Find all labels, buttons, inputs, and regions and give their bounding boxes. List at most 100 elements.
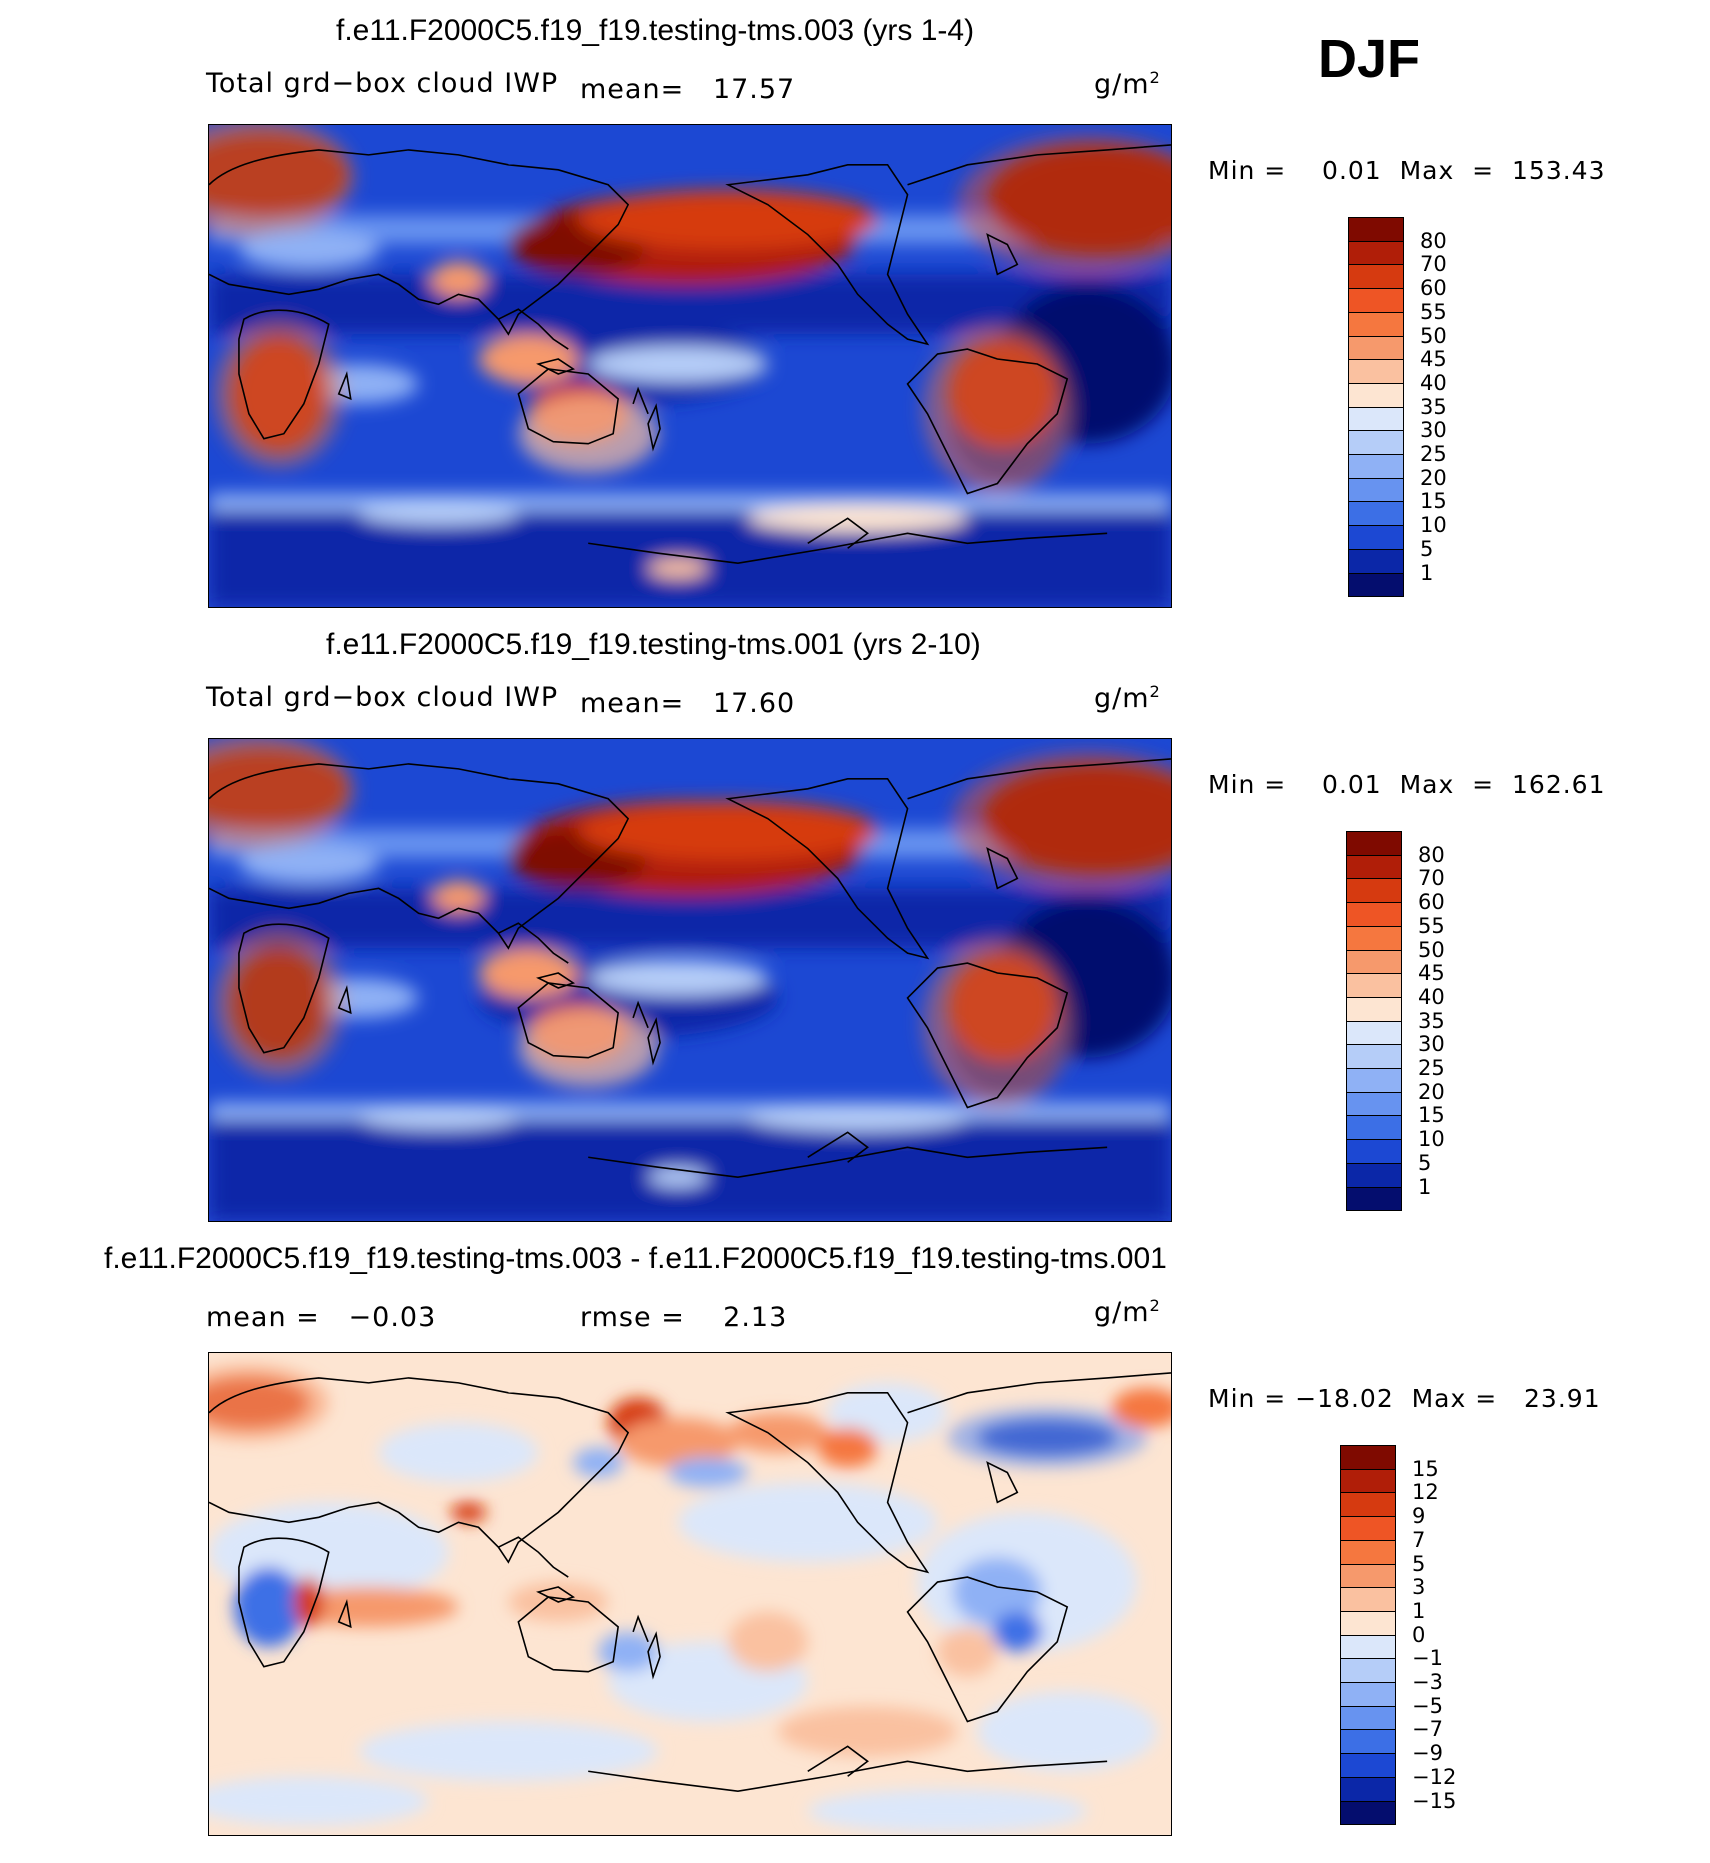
- panel-title: f.e11.F2000C5.f19_f19.testing-tms.003 - …: [104, 1242, 1167, 1275]
- colorbar-tick-label: 70: [1418, 866, 1445, 891]
- colorbar-tick-label: −1: [1412, 1646, 1443, 1671]
- colorbar-tick-label: 1: [1420, 560, 1434, 585]
- colorbar-tick-label: −15: [1412, 1788, 1457, 1813]
- colorbar-swatch: [1340, 1776, 1396, 1802]
- colorbar-tick-label: 60: [1420, 276, 1447, 301]
- colorbar-tick-label: 3: [1412, 1575, 1426, 1600]
- variable-label: Total grd−box cloud IWP: [206, 68, 559, 99]
- colorbar-swatch: [1340, 1634, 1396, 1660]
- colorbar-swatch: [1346, 996, 1402, 1022]
- colorbar-swatch: [1348, 477, 1404, 503]
- colorbar-swatch: [1348, 406, 1404, 432]
- units-label: g/m2: [1094, 1296, 1161, 1328]
- variable-label: Total grd−box cloud IWP: [206, 682, 559, 713]
- colorbar-3: 15 12 9 7 5 3 1 0 −1 −3 −5 −7 −9 −12 −15: [1340, 1445, 1460, 1826]
- colorbar-tick-label: 50: [1418, 937, 1445, 962]
- colorbar-swatch: [1340, 1445, 1396, 1470]
- colorbar-tick-label: 20: [1420, 465, 1447, 490]
- colorbar-tick-label: −7: [1412, 1717, 1443, 1742]
- coastlines: [209, 758, 1171, 1178]
- colorbar-swatch: [1348, 548, 1404, 574]
- colorbar-tick-label: 12: [1412, 1480, 1439, 1505]
- colorbar-swatch: [1348, 430, 1404, 455]
- colorbar-swatch: [1340, 1563, 1396, 1589]
- colorbar-swatch: [1340, 1539, 1396, 1565]
- colorbar-tick-label: 25: [1418, 1056, 1445, 1080]
- map-panel-3: [208, 1352, 1172, 1836]
- colorbar-tick-label: 30: [1418, 1032, 1445, 1057]
- colorbar-tick-label: 9: [1412, 1504, 1426, 1529]
- colorbar-tick-label: 25: [1420, 442, 1447, 466]
- colorbar-swatch: [1340, 1610, 1396, 1636]
- colorbar-tick-label: 45: [1420, 347, 1447, 372]
- mean-stat: mean = −0.03: [206, 1302, 437, 1333]
- colorbar-swatch: [1348, 572, 1404, 598]
- colorbar-swatch: [1346, 949, 1402, 975]
- min-max-stat: Min = 0.01 Max = 153.43: [1208, 156, 1606, 185]
- colorbar-swatch: [1340, 1658, 1396, 1683]
- colorbar-tick-label: 35: [1418, 1008, 1445, 1033]
- colorbar-tick-label: 1: [1412, 1598, 1426, 1623]
- colorbar-tick-label: 10: [1418, 1127, 1445, 1152]
- colorbar-swatch: [1348, 311, 1404, 337]
- colorbar-swatch: [1348, 382, 1404, 408]
- colorbar-tick-label: 5: [1418, 1150, 1432, 1175]
- colorbar-swatch: [1340, 1753, 1396, 1778]
- colorbar-1: 80 70 60 55 50 45 40 35 30 25 20 15 10 5 1: [1348, 217, 1468, 598]
- colorbar-tick-label: 60: [1418, 890, 1445, 915]
- colorbar-tick-label: −3: [1412, 1670, 1443, 1694]
- colorbar-tick-label: 15: [1418, 1103, 1445, 1128]
- colorbar-tick-label: −5: [1412, 1693, 1443, 1718]
- colorbar-tick-label: 40: [1418, 984, 1445, 1009]
- colorbar-swatch: [1346, 878, 1402, 904]
- field-map: [209, 739, 1171, 1221]
- map-panel-1: [208, 124, 1172, 608]
- colorbar-swatch: [1346, 902, 1402, 927]
- colorbar-swatch: [1340, 1492, 1396, 1518]
- colorbar-tick-label: 40: [1420, 370, 1447, 395]
- coastlines: [209, 1372, 1171, 1792]
- colorbar-tick-label: −9: [1412, 1741, 1443, 1766]
- colorbar-2: 80 70 60 55 50 45 40 35 30 25 20 15 10 5 1: [1346, 831, 1466, 1212]
- colorbar-tick-label: 20: [1418, 1079, 1445, 1104]
- colorbar-swatch: [1348, 288, 1404, 313]
- colorbar-tick-label: 70: [1420, 252, 1447, 277]
- colorbar-swatch: [1348, 501, 1404, 527]
- colorbar-swatch: [1348, 335, 1404, 361]
- colorbar-tick-label: 55: [1418, 913, 1445, 938]
- season-label: DJF: [1318, 29, 1421, 89]
- colorbar-swatch: [1340, 1516, 1396, 1541]
- colorbar-tick-label: 55: [1420, 299, 1447, 324]
- colorbar-swatch: [1346, 973, 1402, 998]
- colorbar-swatch: [1340, 1468, 1396, 1494]
- colorbar-swatch: [1340, 1729, 1396, 1755]
- mean-stat: mean= 17.60: [580, 688, 796, 719]
- min-max-stat: Min = 0.01 Max = 162.61: [1208, 770, 1606, 799]
- colorbar-swatch: [1348, 359, 1404, 384]
- colorbar-swatch: [1346, 1091, 1402, 1117]
- colorbar-swatch: [1340, 1705, 1396, 1731]
- colorbar-swatch: [1346, 831, 1402, 856]
- colorbar-tick-label: 50: [1420, 323, 1447, 348]
- colorbar-tick-label: 35: [1420, 394, 1447, 419]
- colorbar-swatch: [1346, 1186, 1402, 1212]
- colorbar-swatch: [1346, 1139, 1402, 1164]
- colorbar-swatch: [1346, 1044, 1402, 1069]
- min-max-stat: Min = −18.02 Max = 23.91: [1208, 1384, 1601, 1413]
- colorbar-swatch: [1340, 1800, 1396, 1826]
- colorbar-tick-label: 80: [1420, 228, 1447, 253]
- colorbar-tick-label: 15: [1412, 1456, 1439, 1481]
- colorbar-tick-label: 1: [1418, 1174, 1432, 1199]
- colorbar-swatch: [1348, 525, 1404, 550]
- colorbar-tick-label: 30: [1420, 418, 1447, 443]
- colorbar-swatch: [1346, 1020, 1402, 1046]
- colorbar-tick-label: 10: [1420, 513, 1447, 538]
- colorbar-tick-label: 80: [1418, 842, 1445, 867]
- panel-title: f.e11.F2000C5.f19_f19.testing-tms.001 (y…: [326, 628, 981, 661]
- units-label: g/m2: [1094, 68, 1161, 100]
- colorbar-tick-label: 45: [1418, 961, 1445, 986]
- colorbar-tick-label: −12: [1412, 1764, 1457, 1789]
- panel-title: f.e11.F2000C5.f19_f19.testing-tms.003 (y…: [336, 14, 975, 47]
- colorbar-swatch: [1346, 854, 1402, 880]
- colorbar-tick-label: 5: [1412, 1551, 1426, 1576]
